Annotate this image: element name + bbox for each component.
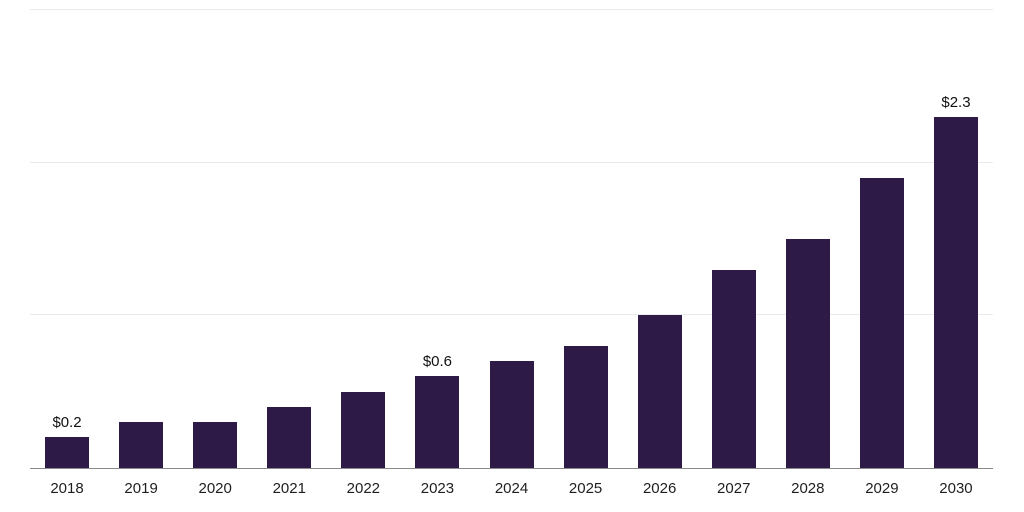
gridline-1 [30,314,993,316]
x-axis-label-2027: 2027 [717,480,751,497]
x-axis-label-2021: 2021 [272,480,306,497]
bar-2028 [785,239,830,468]
bar-2022 [341,391,386,468]
x-axis-label-2030: 2030 [939,480,973,497]
bar-value-label: $0.6 [422,353,453,371]
plot-area: $0.2 $0.6 $2.3 [30,9,993,469]
bar-slot-2020 [178,10,252,468]
bar-slot-2019 [104,10,178,468]
bar-slot-2030: $2.3 [919,10,993,468]
gridline-2 [30,161,993,163]
bar-slot-2025 [549,10,623,468]
bar-value-label: $0.2 [52,414,82,432]
bar-2021 [267,406,312,468]
bar-slot-2026 [623,10,697,468]
x-axis-label-2029: 2029 [865,480,899,497]
bar-2027 [711,269,756,468]
bar-2030 [933,116,978,468]
x-axis-label-2022: 2022 [346,480,381,497]
gridline-3 [30,9,993,10]
x-axis-label-2025: 2025 [568,480,603,497]
x-axis-label-2020: 2020 [198,480,232,497]
bar-slot-2028 [771,10,845,468]
bar-value-label: $2.3 [941,93,971,111]
x-axis-label-2028: 2028 [791,480,825,497]
bar-2024 [489,361,534,468]
x-axis-label-2019: 2019 [124,480,158,497]
bar-slot-2022 [326,10,400,468]
bar-2023 [415,376,460,468]
bar-slot-2029 [845,10,919,468]
bar-2026 [637,315,682,468]
bar-slot-2021 [252,10,326,468]
bar-slot-2027 [697,10,771,468]
x-axis-labels: 2018 2019 2020 2021 2022 2023 2024 2025 2026 2027… [30,480,993,497]
bar-2025 [563,345,608,468]
x-axis-label-2024: 2024 [494,480,529,497]
x-axis-label-2026: 2026 [642,480,677,497]
bar-2029 [859,177,904,468]
bar-slot-2018: $0.2 [30,10,104,468]
x-axis-label-2018: 2018 [50,480,84,497]
bar-2019 [119,422,164,468]
bar-slot-2024 [474,10,548,468]
bar-2020 [193,422,238,468]
bar-slot-2023: $0.6 [400,10,474,468]
bar-2018 [45,437,90,468]
x-axis-label-2023: 2023 [420,480,455,497]
